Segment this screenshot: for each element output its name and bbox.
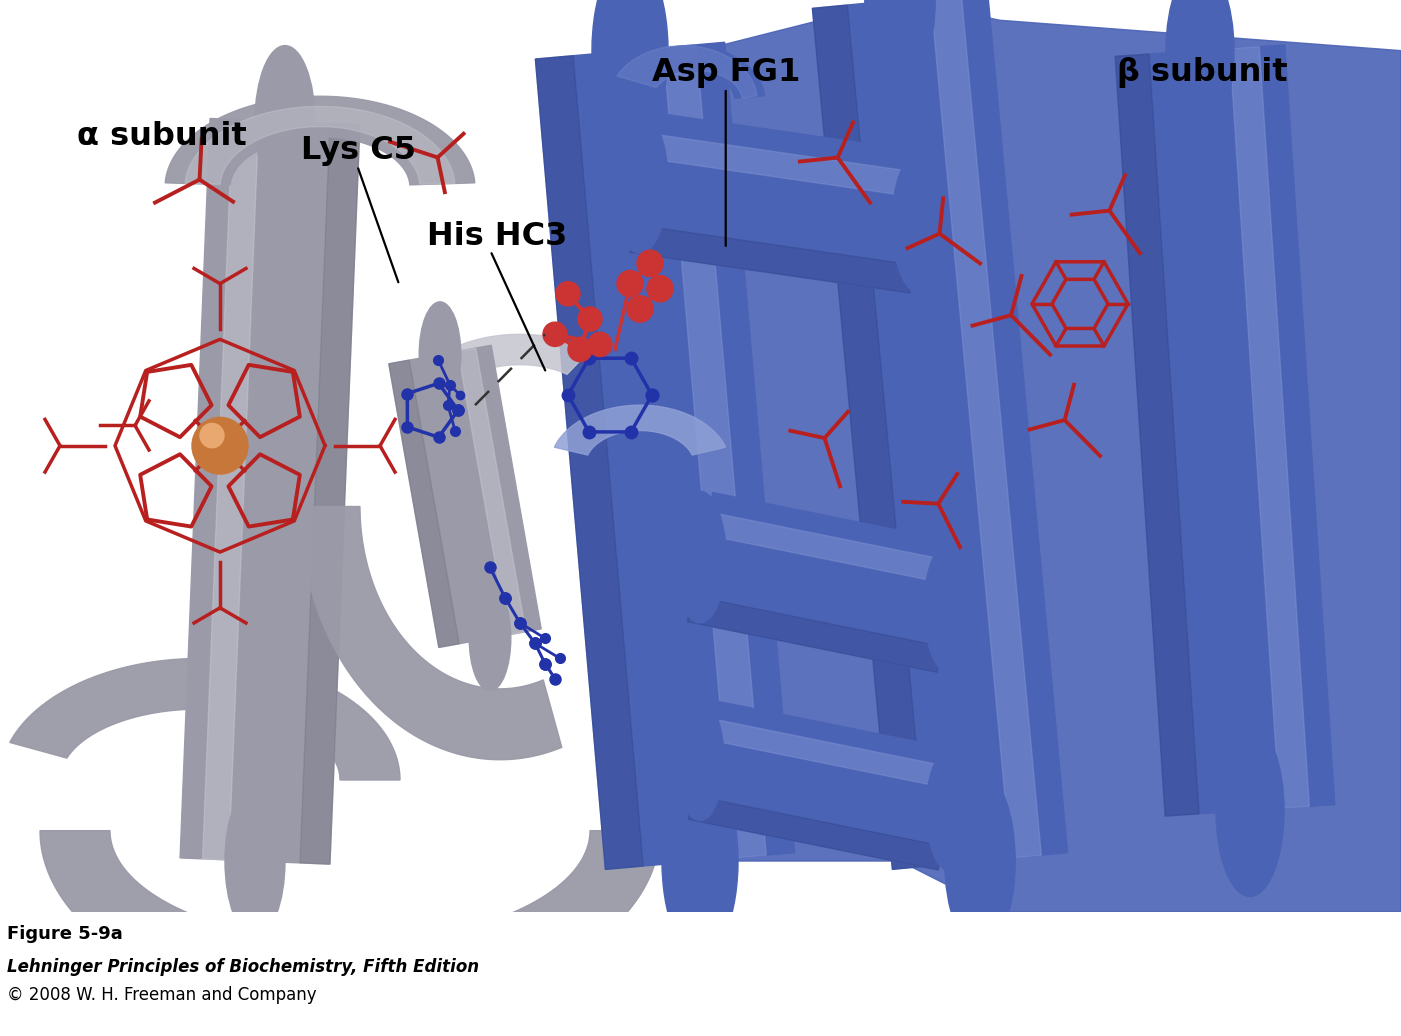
Polygon shape <box>813 0 1068 869</box>
Polygon shape <box>1115 45 1335 816</box>
Polygon shape <box>623 46 765 98</box>
Polygon shape <box>185 107 455 184</box>
Circle shape <box>637 251 663 277</box>
Polygon shape <box>630 112 930 293</box>
Text: Figure 5-9a: Figure 5-9a <box>7 925 123 944</box>
Polygon shape <box>1230 47 1310 808</box>
Polygon shape <box>389 345 541 648</box>
Ellipse shape <box>674 491 726 623</box>
Circle shape <box>588 333 612 356</box>
Polygon shape <box>555 405 726 455</box>
Ellipse shape <box>925 542 976 673</box>
Circle shape <box>628 296 653 322</box>
Polygon shape <box>300 123 360 864</box>
Circle shape <box>647 276 672 301</box>
Polygon shape <box>1115 54 1199 816</box>
Ellipse shape <box>1216 724 1283 896</box>
Ellipse shape <box>677 699 724 821</box>
Ellipse shape <box>663 765 738 957</box>
Ellipse shape <box>469 585 511 691</box>
Ellipse shape <box>944 772 1016 950</box>
Text: Asp FG1: Asp FG1 <box>651 57 800 88</box>
Polygon shape <box>688 492 962 672</box>
Circle shape <box>556 282 580 306</box>
Circle shape <box>567 338 593 362</box>
Polygon shape <box>41 831 660 1013</box>
Polygon shape <box>535 56 643 869</box>
Text: Lehninger Principles of Biochemistry, Fifth Edition: Lehninger Principles of Biochemistry, Fi… <box>7 957 479 976</box>
Text: His HC3: His HC3 <box>427 221 567 252</box>
Polygon shape <box>705 718 958 789</box>
Ellipse shape <box>926 750 974 871</box>
Ellipse shape <box>864 0 936 89</box>
Polygon shape <box>688 700 961 870</box>
Polygon shape <box>181 118 360 864</box>
Polygon shape <box>535 42 794 869</box>
Ellipse shape <box>593 0 668 147</box>
Polygon shape <box>300 507 562 759</box>
Text: β subunit: β subunit <box>1117 57 1288 88</box>
Circle shape <box>544 322 567 346</box>
Polygon shape <box>705 512 958 585</box>
Polygon shape <box>389 361 460 648</box>
Polygon shape <box>203 119 259 860</box>
Polygon shape <box>616 46 757 98</box>
Polygon shape <box>930 0 1041 858</box>
Ellipse shape <box>419 301 461 407</box>
Polygon shape <box>663 45 766 858</box>
Text: α subunit: α subunit <box>77 121 247 152</box>
Polygon shape <box>10 659 401 780</box>
Circle shape <box>579 307 602 332</box>
Polygon shape <box>165 96 475 184</box>
Ellipse shape <box>255 46 315 198</box>
Polygon shape <box>688 796 943 870</box>
Text: © 2008 W. H. Freeman and Company: © 2008 W. H. Freeman and Company <box>7 985 317 1004</box>
Polygon shape <box>643 134 927 198</box>
Circle shape <box>616 270 643 296</box>
Polygon shape <box>458 348 525 635</box>
Ellipse shape <box>612 112 668 253</box>
Text: Lys C5: Lys C5 <box>301 135 416 166</box>
Ellipse shape <box>892 152 948 294</box>
Polygon shape <box>413 335 591 393</box>
Ellipse shape <box>1166 0 1234 137</box>
Circle shape <box>200 424 224 448</box>
Polygon shape <box>700 0 1401 912</box>
Polygon shape <box>688 596 943 672</box>
Ellipse shape <box>226 785 284 937</box>
Polygon shape <box>630 225 913 293</box>
Circle shape <box>192 418 248 474</box>
Polygon shape <box>813 5 927 869</box>
